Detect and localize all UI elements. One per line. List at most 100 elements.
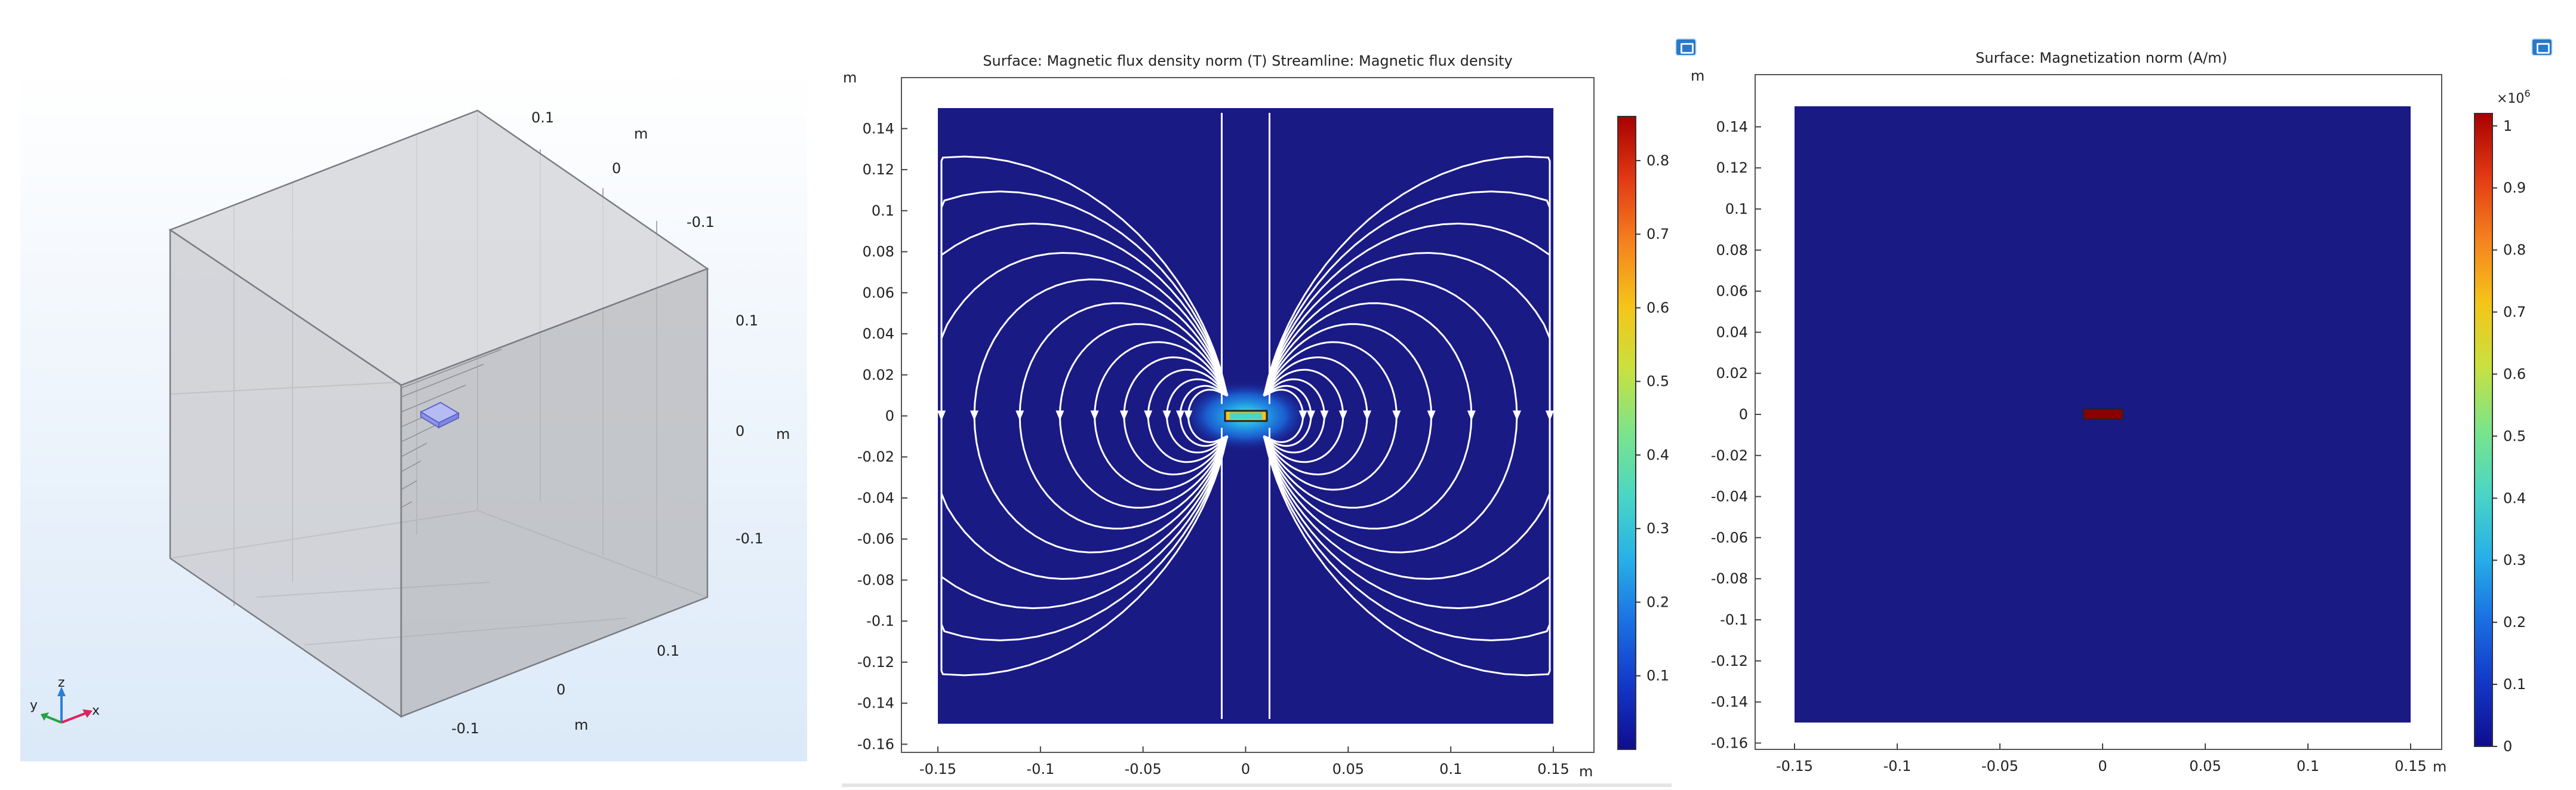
magnet-block[interactable] xyxy=(419,401,460,429)
y-tick-label: -0.12 xyxy=(1711,653,1748,669)
box-right-face xyxy=(400,268,709,718)
colorbar-ticks: 1 0.9 0.8 0.7 0.6 0.5 0.4 0.3 0.2 0.1 0 xyxy=(2492,118,2526,755)
x-tick-label: -0.05 xyxy=(1125,761,1162,777)
magnetization-plot[interactable]: Surface: Magnetization norm (A/m) m m 0.… xyxy=(1689,0,2549,790)
streamline-arrow xyxy=(970,410,979,421)
y-tick-label: -0.1 xyxy=(866,613,894,629)
x-tick-label: -0.1 xyxy=(1026,761,1054,777)
y-tick-label: -0.04 xyxy=(857,490,894,506)
streamline-arrow xyxy=(1162,410,1171,421)
y-unit-label: m xyxy=(1691,67,1704,84)
x-tick-label: -0.15 xyxy=(1776,758,1813,774)
y-tick-label: 0.06 xyxy=(1716,283,1748,300)
bottom-tick-label-1: 0.1 xyxy=(657,643,679,659)
x-tick-label: 0.1 xyxy=(2297,758,2319,774)
colorbar-multiplier: ×106 xyxy=(2497,88,2531,106)
y-tick-label: -0.02 xyxy=(857,448,894,465)
y-tick-label: 0.06 xyxy=(863,284,894,301)
top-unit-label: m xyxy=(634,125,648,142)
plot-title: Surface: Magnetic flux density norm (T) … xyxy=(983,53,1512,69)
y-tick-label: 0 xyxy=(1739,406,1748,423)
colorbar-tick-label: 0.3 xyxy=(2503,552,2526,568)
top-tick-label-2: 0 xyxy=(612,160,621,177)
y-tick-label: 0.14 xyxy=(863,120,894,137)
x-tick-label: 0.05 xyxy=(1332,761,1364,777)
triad-z-label: z xyxy=(58,675,65,690)
streamline-arrow xyxy=(1144,410,1153,421)
colorbar-tick-label: 0.2 xyxy=(2503,614,2526,631)
colorbar-tick-label: 0.6 xyxy=(2503,365,2526,382)
geometry-3d-view[interactable]: 0.1 0 -0.1 m 0.1 0 -0.1 m 0.1 0 -0.1 m z… xyxy=(0,0,824,790)
y-tick-label: -0.04 xyxy=(1711,488,1748,505)
streamline-arrow xyxy=(1175,410,1184,421)
colorbar-tick-label: 0.2 xyxy=(1646,594,1669,610)
colorbar-tick-label: 0.7 xyxy=(2503,304,2526,321)
colorbar-tick-label: 0.8 xyxy=(1646,152,1669,169)
y-tick-label: -0.14 xyxy=(1711,694,1748,711)
magnetization-plot-settings-icon[interactable] xyxy=(2531,38,2553,56)
bottom-tick-label-2: 0 xyxy=(556,681,565,698)
y-tick-label: 0.08 xyxy=(863,244,894,260)
y-axis-ticks: 0.14 0.12 0.1 0.08 0.06 0.04 0.02 0 -0.02 -0.04 -0… xyxy=(1711,118,1761,751)
wedge-mesh xyxy=(401,349,502,508)
colorbar-tick-label: 0.5 xyxy=(1646,373,1669,390)
colorbar-tick-label: 0.1 xyxy=(1646,668,1669,684)
x-tick-label: 0 xyxy=(1241,761,1250,777)
colorbar-tick-label: 0.1 xyxy=(2503,676,2526,693)
streamline-arrow xyxy=(1307,410,1316,421)
streamline-arrow xyxy=(1512,410,1521,421)
colorbar-tick-label: 0.9 xyxy=(2503,180,2526,196)
y-tick-label: -0.12 xyxy=(857,654,894,671)
y-axis-ticks: 0.14 0.12 0.1 0.08 0.06 0.04 0.02 0 -0.02 -0.04 -0… xyxy=(857,120,907,752)
x-tick-label: 0.15 xyxy=(1537,761,1569,777)
streamline-arrow xyxy=(1427,410,1436,421)
y-tick-label: 0.14 xyxy=(1716,118,1748,135)
y-tick-label: -0.02 xyxy=(1711,447,1748,464)
streamline-arrow xyxy=(1015,410,1024,421)
x-tick-label: -0.15 xyxy=(919,761,956,777)
right-tick-label-1: 0.1 xyxy=(735,312,758,329)
right-tick-label-2: 0 xyxy=(735,423,744,439)
colorbar-tick-label: 0.3 xyxy=(1646,520,1669,537)
bottom-unit-label: m xyxy=(574,717,588,733)
colorbar-tick-label: 0.6 xyxy=(1646,299,1669,316)
y-tick-label: -0.1 xyxy=(1720,611,1748,628)
flux-density-plot[interactable]: Surface: Magnetic flux density norm (T) … xyxy=(824,0,1684,790)
y-tick-label: -0.06 xyxy=(857,531,894,548)
panel-bottom-rule xyxy=(842,783,1672,787)
colorbar xyxy=(2474,113,2493,747)
streamline-arrow xyxy=(1055,410,1064,421)
y-tick-label: 0.02 xyxy=(863,367,894,383)
bottom-tick-label-3: -0.1 xyxy=(451,720,479,737)
streamline-arrow xyxy=(1546,410,1554,421)
streamline-arrow xyxy=(1298,410,1307,421)
colorbar-tick-label: 0.4 xyxy=(1646,447,1669,463)
streamline-arrow xyxy=(1090,410,1099,421)
colorbar xyxy=(1617,116,1636,750)
y-tick-label: 0.02 xyxy=(1716,365,1748,382)
y-tick-label: 0.1 xyxy=(872,202,894,219)
flux-plot-settings-icon[interactable] xyxy=(1675,38,1697,56)
streamline-arrow xyxy=(937,410,946,421)
x-tick-label: -0.05 xyxy=(1981,758,2018,774)
y-tick-label: -0.08 xyxy=(1711,570,1748,587)
triad-y-label: y xyxy=(30,698,38,713)
colorbar-ticks: 0.8 0.7 0.6 0.5 0.4 0.3 0.2 0.1 xyxy=(1636,152,1669,684)
y-tick-label: 0.04 xyxy=(863,325,894,342)
plot-title: Surface: Magnetization norm (A/m) xyxy=(1975,50,2227,66)
streamline-arrow xyxy=(1392,410,1401,421)
y-unit-label: m xyxy=(843,69,857,86)
right-unit-label: m xyxy=(776,426,790,442)
colorbar-tick-label: 0.4 xyxy=(2503,490,2526,506)
x-axis-ticks: -0.15 -0.1 -0.05 0 0.05 0.1 0.15 xyxy=(919,746,1569,777)
x-unit-label: m xyxy=(2433,758,2446,775)
y-tick-label: 0.04 xyxy=(1716,324,1748,340)
colorbar-tick-label: 0.5 xyxy=(2503,428,2526,444)
top-tick-label-1: 0.1 xyxy=(531,109,554,126)
colorbar-tick-label: 0.7 xyxy=(1646,226,1669,242)
colorbar-tick-label: 0 xyxy=(2503,738,2512,755)
y-tick-label: 0 xyxy=(885,408,894,425)
y-tick-label: -0.14 xyxy=(857,695,894,712)
streamline-arrow xyxy=(1363,410,1372,421)
streamline-arrow xyxy=(1184,410,1193,421)
